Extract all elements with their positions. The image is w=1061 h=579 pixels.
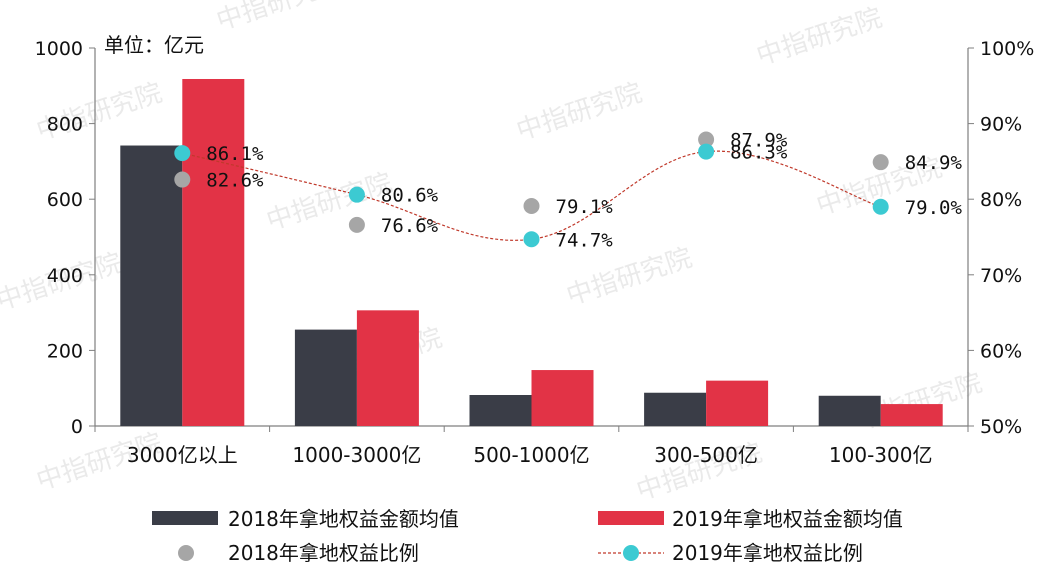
y-left-tick-label: 800 <box>47 114 83 136</box>
x-category-label: 3000亿以上 <box>127 443 238 467</box>
point-label-2019: 86.1% <box>206 143 264 165</box>
y-left-tick-label: 200 <box>47 340 83 362</box>
legend-swatch-2019-amount <box>598 511 664 525</box>
y-right-tick-label: 90% <box>980 114 1022 136</box>
y-left-tick-label: 0 <box>71 416 83 438</box>
watermark: 中指研究院 <box>33 78 166 147</box>
point-label-2019: 74.7% <box>556 229 614 251</box>
point-label-2018: 84.9% <box>905 152 963 174</box>
x-category-label: 100-300亿 <box>829 443 933 467</box>
bar-2019 <box>706 380 769 426</box>
y-right-tick-label: 70% <box>980 265 1022 287</box>
bar-2019 <box>880 404 943 426</box>
watermark: 中指研究院 <box>213 0 346 37</box>
bar-2019 <box>182 78 245 426</box>
y-left-tick-label: 600 <box>47 189 83 211</box>
point-2019-ratio <box>523 231 540 248</box>
x-category-label: 300-500亿 <box>654 443 758 467</box>
y-right-tick-label: 60% <box>980 340 1022 362</box>
y-left-tick-label: 400 <box>47 265 83 287</box>
y-right-tick-label: 80% <box>980 189 1022 211</box>
points <box>174 131 889 248</box>
bars <box>120 78 943 427</box>
watermark: 中指研究院 <box>563 243 696 312</box>
y-right-tick-label: 100% <box>980 38 1034 60</box>
bar-2019 <box>531 370 594 426</box>
legend-label-2019-amount: 2019年拿地权益金额均值 <box>672 507 903 531</box>
unit-label: 单位：亿元 <box>104 33 204 57</box>
point-2019-ratio <box>348 186 365 203</box>
bar-2018 <box>469 395 532 426</box>
point-2019-ratio <box>872 198 889 215</box>
point-2018-ratio <box>698 131 715 148</box>
point-2018-ratio <box>523 198 540 215</box>
bar-2019 <box>356 310 419 426</box>
point-2018-ratio <box>348 216 365 233</box>
y-left-tick-label: 1000 <box>35 38 83 60</box>
point-label-2019: 79.0% <box>905 197 963 219</box>
bar-2018 <box>818 395 881 426</box>
legend-swatch-2018-amount <box>152 511 218 525</box>
bar-2018 <box>294 329 357 426</box>
bar-2018 <box>644 392 707 426</box>
point-2019-ratio <box>698 143 715 160</box>
point-label-2018: 87.9% <box>730 129 788 151</box>
point-labels: 82.6% 76.6% 79.1% 87.9% 84.9% 86.1% 80.6% 74.7%… <box>206 129 962 251</box>
point-label-2018: 82.6% <box>206 170 264 192</box>
point-label-2019: 80.6% <box>381 185 439 207</box>
legend-swatch-2019-ratio <box>623 545 639 561</box>
legend: 2018年拿地权益金额均值 2019年拿地权益金额均值 2018年拿地权益比例 201… <box>152 507 903 565</box>
watermark: 中指研究院 <box>263 168 396 237</box>
y-right-tick-label: 50% <box>980 416 1022 438</box>
point-label-2018: 76.6% <box>381 215 439 237</box>
legend-label-2019-ratio: 2019年拿地权益比例 <box>672 541 863 565</box>
legend-label-2018-amount: 2018年拿地权益金额均值 <box>228 507 459 531</box>
point-label-2019: 86.3% <box>730 142 788 164</box>
watermark: 中指研究院 <box>753 3 886 72</box>
legend-swatch-2018-ratio <box>178 545 194 561</box>
point-2018-ratio <box>174 171 191 188</box>
bar-2018 <box>120 145 183 427</box>
x-category-label: 1000-3000亿 <box>292 443 421 467</box>
x-category-label: 500-1000亿 <box>473 443 589 467</box>
watermark: 中指研究院 <box>513 78 646 147</box>
point-label-2018: 79.1% <box>556 196 614 218</box>
point-2019-ratio <box>174 145 191 162</box>
legend-label-2018-ratio: 2018年拿地权益比例 <box>228 541 419 565</box>
point-2018-ratio <box>872 154 889 171</box>
